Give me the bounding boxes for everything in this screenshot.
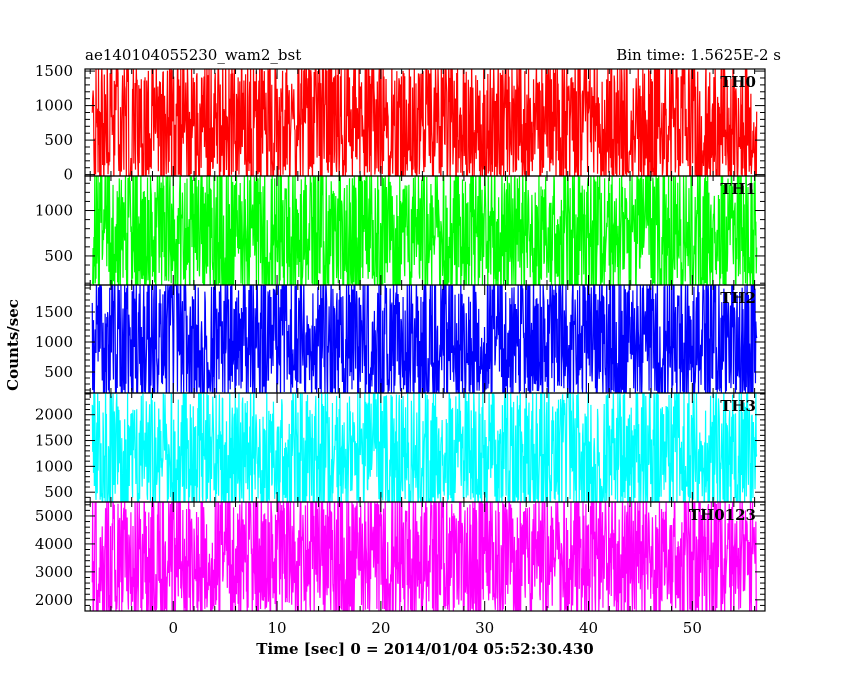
y-tick-label: 4000 (35, 535, 73, 553)
x-tick-label: 20 (371, 619, 390, 637)
series-line-th0 (91, 69, 758, 176)
x-tick-label: 50 (683, 619, 702, 637)
y-tick-label: 1000 (35, 457, 73, 475)
chart-title-right: Bin time: 1.5625E-2 s (616, 46, 781, 64)
series-line-th0123 (91, 502, 758, 611)
y-tick-label: 1000 (35, 97, 73, 115)
y-tick-label: 1000 (35, 333, 73, 351)
y-tick-label: 500 (44, 363, 73, 381)
y-axis-label: Counts/sec (4, 299, 22, 391)
y-tick-label: 5000 (35, 507, 73, 525)
y-tick-label: 1000 (35, 202, 73, 220)
panel-frame (84, 501, 766, 612)
series-line-th1 (91, 176, 758, 285)
x-tick-label: 10 (268, 619, 287, 637)
y-tick-label: 2000 (35, 406, 73, 424)
series-line-th2 (91, 285, 758, 393)
band-label-th1: TH1 (720, 180, 756, 198)
band-label-th0: TH0 (720, 73, 756, 91)
y-tick-label: 1500 (35, 432, 73, 450)
series-line-th3 (91, 393, 758, 502)
x-tick-label: 0 (168, 619, 178, 637)
y-tick-label: 500 (44, 483, 73, 501)
x-tick-label: 30 (475, 619, 494, 637)
panels-group: 050010001500TH05001000TH150010001500TH25… (35, 62, 766, 612)
chart-title-left: ae140104055230_wam2_bst (85, 46, 301, 64)
y-tick-label: 2000 (35, 591, 73, 609)
x-tick-label: 40 (579, 619, 598, 637)
band-label-th3: TH3 (720, 397, 756, 415)
y-tick-label: 500 (44, 247, 73, 265)
x-axis-label: Time [sec] 0 = 2014/01/04 05:52:30.430 (256, 640, 593, 658)
x-axis: 0 10 20 30 40 50 (168, 619, 701, 637)
panel-th2: 500 1000 1500 TH2 (35, 284, 766, 394)
y-tick-label: 0 (63, 166, 73, 184)
band-label-th2: TH2 (720, 289, 756, 307)
panel-th0123: 2000 3000 4000 5000 TH0123 (35, 501, 766, 612)
y-tick-label: 500 (44, 131, 73, 149)
y-tick-label: 3000 (35, 563, 73, 581)
y-tick-label: 1500 (35, 62, 73, 80)
y-tick-label: 1500 (35, 303, 73, 321)
band-label-th0123: TH0123 (689, 506, 756, 524)
